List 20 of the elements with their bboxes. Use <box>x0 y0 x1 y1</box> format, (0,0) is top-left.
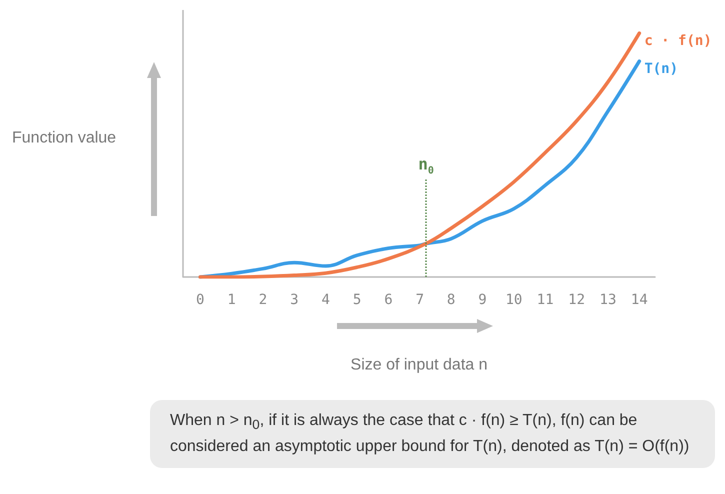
x-tick-label: 8 <box>446 292 456 308</box>
x-tick-label: 4 <box>321 292 330 308</box>
x-tick-label: 12 <box>568 292 586 308</box>
series-label: c · f(n) <box>644 33 712 50</box>
x-tick-label: 1 <box>227 292 236 308</box>
x-tick-label: 2 <box>258 292 268 308</box>
x-tick-label: 13 <box>600 292 616 308</box>
text: When n > n$_{0}$, if it is always the case that c · f(n) ≥ T(n), f(n) can be considered an asymptotic upper bound for T(n), denoted as T(n) = O(f(n)) <box>150 400 715 468</box>
x-tick-label: 11 <box>536 292 554 308</box>
x-tick-label: 0 <box>196 292 204 308</box>
x-axis-title: Size of input data n <box>350 356 488 374</box>
x-tick-label: 10 <box>505 292 522 308</box>
x-tick-label: 5 <box>352 292 362 308</box>
x-tick-label: 14 <box>630 292 648 308</box>
x-tick-label: 3 <box>290 292 299 308</box>
y-axis-title: Function value <box>12 130 116 146</box>
x-tick-label: 6 <box>384 292 393 308</box>
series-label: T(n) <box>644 61 678 78</box>
x-tick-label: 7 <box>416 292 424 308</box>
x-tick-label: 9 <box>478 292 487 308</box>
